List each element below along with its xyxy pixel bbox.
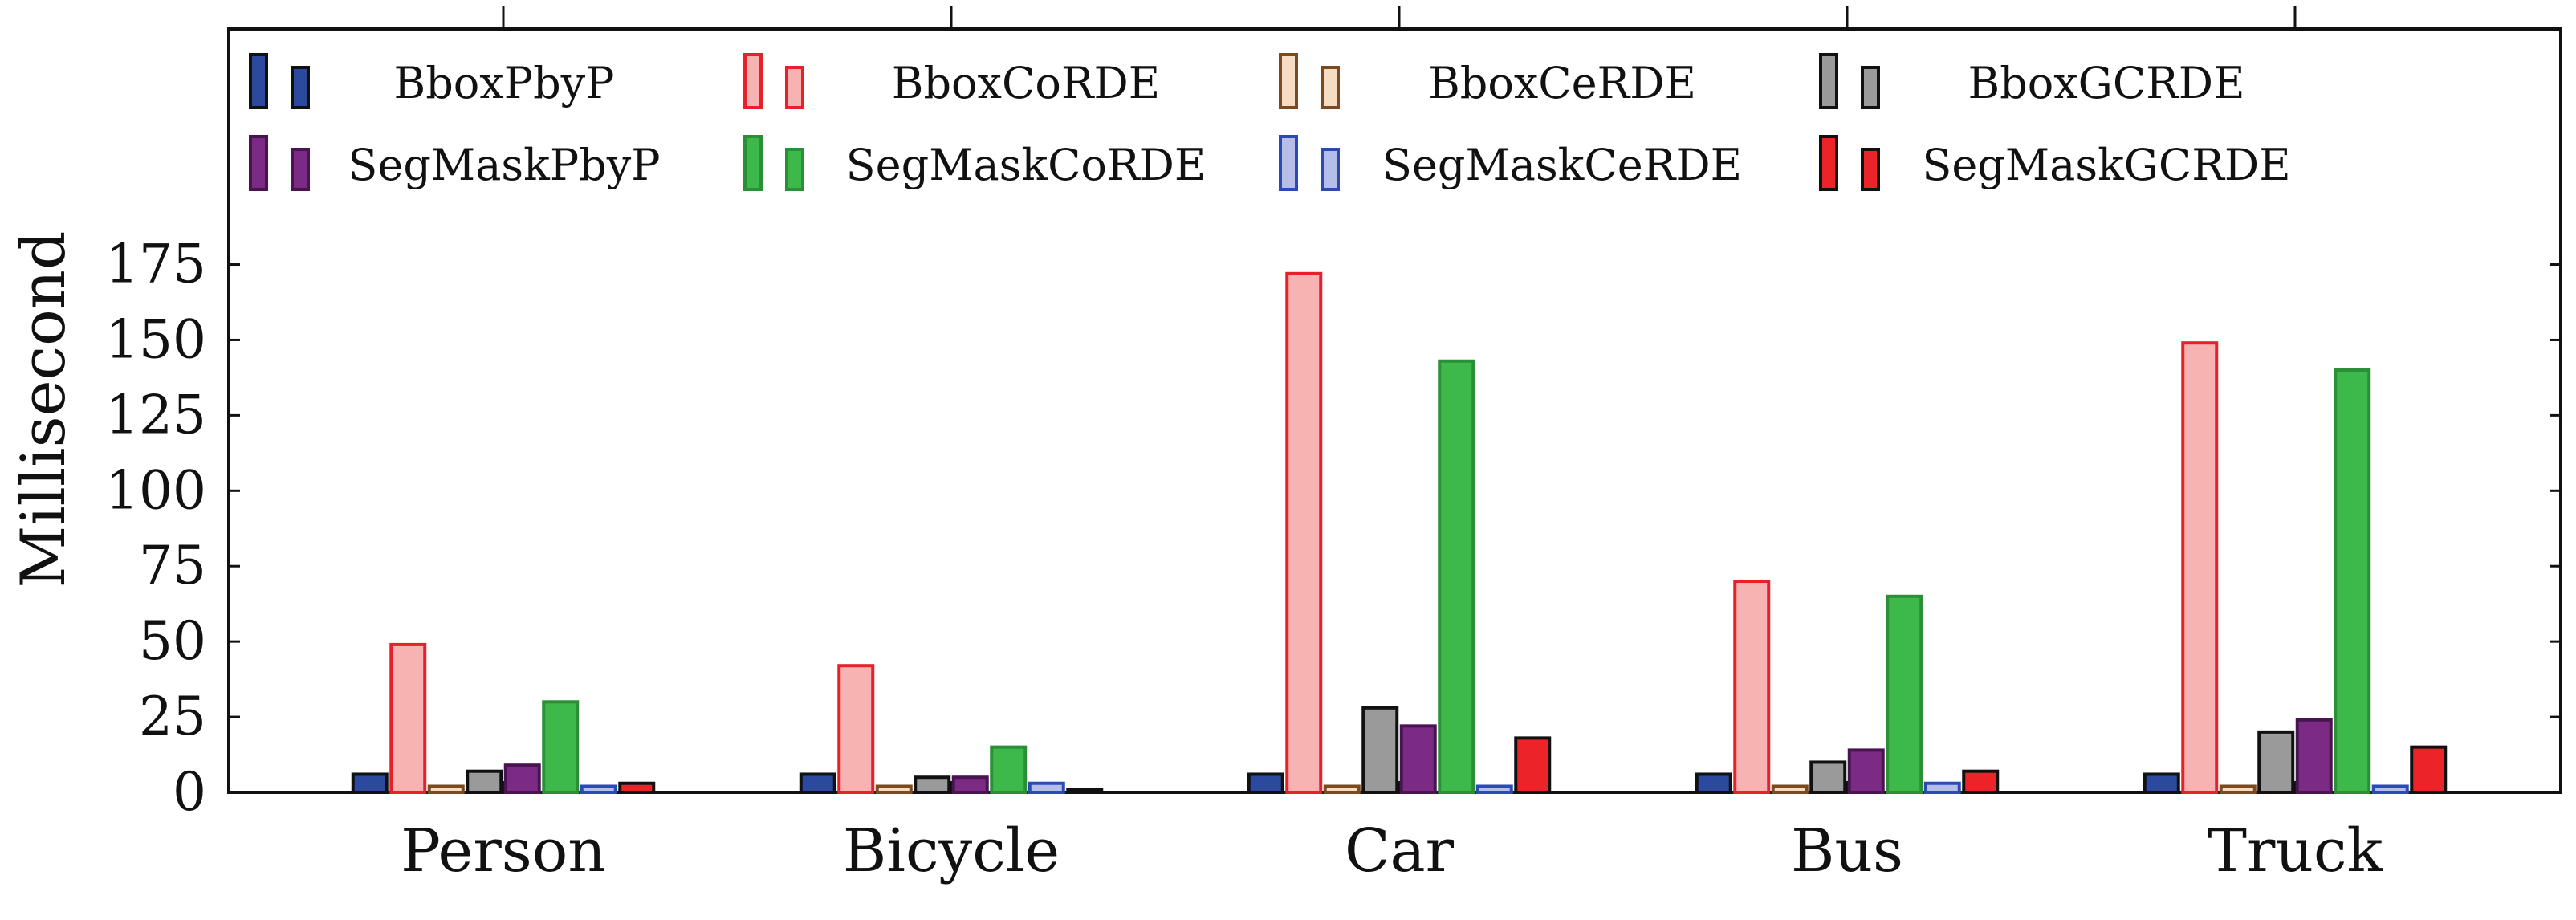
bar-segmaskcorde-bicycle — [990, 745, 1028, 795]
legend-swatch-segmaskcorde — [743, 135, 763, 191]
bar-segmaskcorde-car — [1438, 359, 1475, 794]
legend-label: SegMaskPbyP — [348, 140, 660, 190]
bar-bboxgcrde-bicycle — [914, 775, 951, 795]
bar-segmaskcerde-bus — [1923, 781, 1961, 795]
bar-bboxcerde-bus — [1771, 784, 1809, 795]
legend-swatch-segmaskcerde — [1321, 148, 1340, 191]
bar-bboxgcrde-truck — [2257, 730, 2295, 794]
x-category-label: Car — [1345, 816, 1455, 885]
legend-label: BboxGCRDE — [1968, 58, 2244, 108]
bar-bboxcorde-person — [389, 642, 427, 794]
bar-bboxpbyp-person — [351, 772, 389, 795]
legend-label: SegMaskCoRDE — [846, 140, 1207, 190]
y-tick-label: 0 — [173, 761, 206, 823]
bar-bboxcerde-bicycle — [875, 784, 913, 795]
legend-swatch-segmaskgcrde — [1861, 148, 1880, 191]
bar-segmaskgcrde-car — [1514, 736, 1552, 795]
y-tick-label: 100 — [105, 459, 206, 521]
bar-bboxcorde-bus — [1733, 580, 1771, 794]
x-category-label: Truck — [2208, 816, 2384, 885]
bar-segmaskpbyp-person — [503, 763, 541, 795]
bar-bboxcerde-car — [1323, 784, 1361, 795]
legend-swatch-segmaskcerde — [1279, 135, 1298, 191]
x-category-label: Bicycle — [843, 816, 1060, 885]
bar-bboxcorde-bicycle — [837, 664, 875, 794]
bar-bboxpbyp-car — [1247, 772, 1284, 795]
y-tick-label: 50 — [139, 610, 206, 672]
bar-segmaskcerde-car — [1475, 784, 1513, 795]
bar-segmaskpbyp-bicycle — [951, 775, 989, 795]
legend-swatch-bboxgcrde — [1861, 66, 1880, 109]
y-tick-label: 125 — [105, 384, 206, 446]
bar-bboxgcrde-person — [466, 769, 503, 794]
bar-bboxcerde-person — [427, 784, 465, 795]
x-category-label: Bus — [1791, 816, 1903, 885]
bar-segmaskgcrde-bus — [1962, 769, 2000, 794]
bar-bboxgcrde-car — [1361, 706, 1399, 795]
bar-segmaskpbyp-car — [1399, 724, 1437, 795]
bar-segmaskcerde-truck — [2371, 784, 2409, 795]
bar-bboxgcrde-bus — [1809, 760, 1847, 794]
legend-swatch-bboxgcrde — [1819, 53, 1838, 109]
y-tick-label: 175 — [105, 234, 206, 295]
axis-ticks: 0 25 50 75 100 125 150 175 — [105, 234, 2561, 823]
legend-label: BboxCeRDE — [1428, 58, 1696, 108]
bar-bboxpbyp-truck — [2143, 772, 2180, 795]
legend-swatch-bboxpbyp — [291, 66, 310, 109]
bar-bboxcorde-truck — [2181, 341, 2219, 795]
legend-swatch-bboxcerde — [1321, 66, 1340, 109]
bar-segmaskgcrde-person — [618, 781, 656, 795]
legend-swatch-bboxpbyp — [249, 53, 268, 109]
legend-swatch-segmaskpbyp — [291, 148, 310, 191]
legend-swatch-bboxcorde — [743, 53, 763, 109]
bar-segmaskpbyp-truck — [2295, 718, 2333, 794]
y-tick-label: 25 — [139, 686, 206, 747]
bar-bboxpbyp-bus — [1695, 772, 1732, 795]
legend-label: BboxCoRDE — [892, 58, 1160, 108]
legend-label: SegMaskCeRDE — [1382, 140, 1742, 190]
bar-bboxcerde-truck — [2219, 784, 2257, 795]
legend-swatch-bboxcerde — [1279, 53, 1298, 109]
legend: BboxPbyP BboxCoRDE BboxCeRDE BboxGCRDE SegMa… — [249, 53, 2291, 191]
bar-segmaskgcrde-truck — [2410, 745, 2448, 795]
legend-swatch-segmaskpbyp — [249, 135, 268, 191]
bars-group: Person Bicycle Car Bus Truck — [351, 6, 2448, 885]
legend-label: SegMaskGCRDE — [1922, 140, 2290, 190]
bar-segmaskcerde-bicycle — [1028, 781, 1065, 795]
y-tick-label: 75 — [139, 535, 206, 596]
bar-segmaskgcrde-bicycle — [1066, 788, 1104, 794]
bar-bboxpbyp-bicycle — [799, 772, 836, 795]
legend-label: BboxPbyP — [394, 58, 615, 108]
bar-segmaskpbyp-bus — [1847, 748, 1885, 794]
legend-swatch-segmaskcorde — [785, 148, 804, 191]
y-tick-label: 150 — [105, 308, 206, 370]
legend-swatch-bboxcorde — [785, 66, 804, 109]
bar-segmaskcorde-bus — [1886, 594, 1923, 794]
bar-segmaskcerde-person — [580, 784, 617, 795]
bar-bboxcorde-car — [1285, 271, 1323, 794]
legend-swatch-segmaskgcrde — [1819, 135, 1838, 191]
bar-segmaskcorde-person — [542, 700, 580, 794]
y-axis-label: Millisecond — [7, 231, 79, 588]
x-category-label: Person — [401, 816, 606, 885]
bar-segmaskcorde-truck — [2334, 368, 2371, 794]
